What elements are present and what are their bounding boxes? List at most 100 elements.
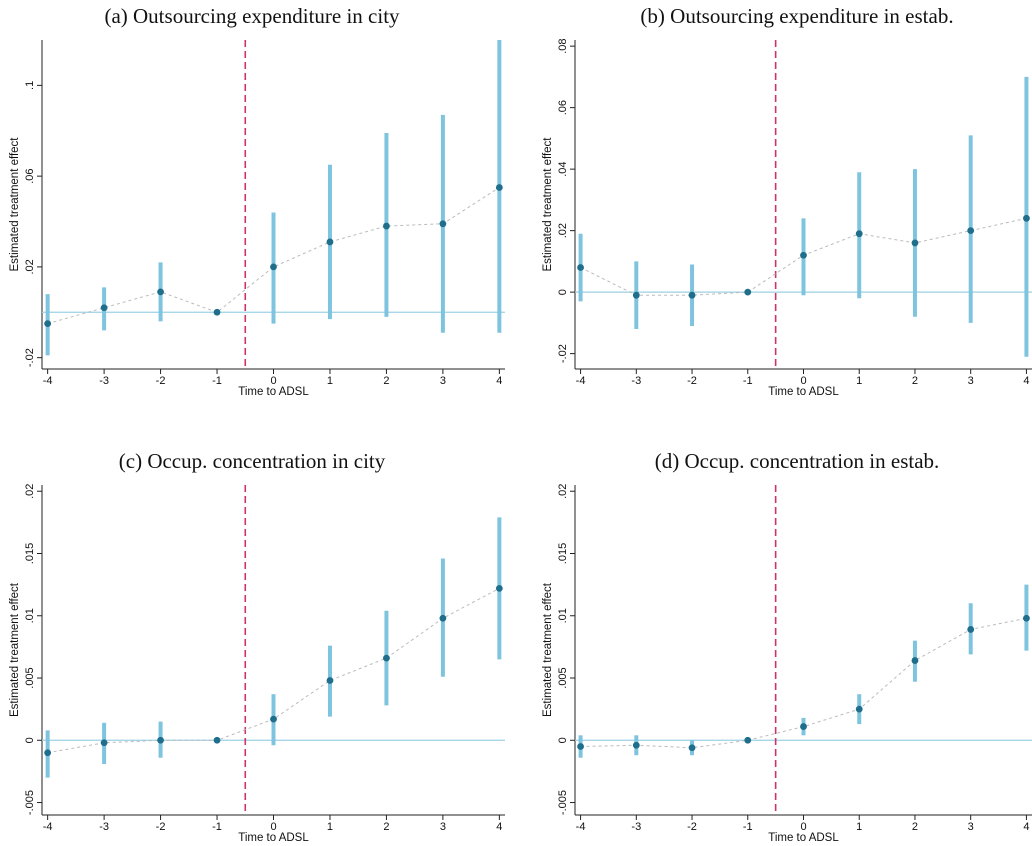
panel-b-y-tick-label: .08 xyxy=(557,39,569,54)
panel-d-point-estimate xyxy=(855,705,863,713)
panel-a-point-estimate xyxy=(100,304,108,312)
panel-b-point-estimate xyxy=(967,227,975,235)
panel-a-connector-line xyxy=(47,187,500,325)
panel-c-x-tick-label: 0 xyxy=(270,821,276,833)
panel-b-x-tick-label: -1 xyxy=(743,375,753,387)
panel-d-x-tick-label: 0 xyxy=(800,821,806,833)
panel-c-plot: -.005 0 .005 .01 .015 .02 -4 -3 -2 -1 0 1 2 3 4 Time to… xyxy=(9,484,505,844)
panel-d-x-axis-title: Time to ADSL xyxy=(768,832,839,844)
panel-b-x-tick-label: 1 xyxy=(856,375,862,387)
panel-a-point-estimate xyxy=(157,288,164,296)
panel-c-point-estimate xyxy=(495,584,503,592)
panel-d-point-estimate xyxy=(1023,614,1030,622)
panel-a-x-axis-title: Time to ADSL xyxy=(238,386,309,398)
panel-d-x-tick-label: 4 xyxy=(1023,821,1029,833)
panel-c-y-tick-label: .005 xyxy=(24,667,36,688)
panel-a-x-tick-label: -1 xyxy=(212,375,222,387)
panel-a-y-tick-label: .1 xyxy=(24,81,36,90)
panel-d-x-tick-label: -2 xyxy=(687,821,697,833)
panel-b-x-axis-title: Time to ADSL xyxy=(768,386,839,398)
panel-c-point-estimate xyxy=(213,736,221,744)
panel-b-x-tick-label: 2 xyxy=(912,375,918,387)
panel-a-point-estimate xyxy=(326,238,334,246)
panel-b-point-estimate xyxy=(744,288,752,296)
panel-a-point-estimate xyxy=(495,184,503,191)
panel-b-y-axis-title: Estimated treatment effect xyxy=(542,137,554,272)
panel-d-x-tick-label: -1 xyxy=(743,821,753,833)
panel-a-y-tick-label: .06 xyxy=(24,168,36,183)
panel-d-x-tick-label: 3 xyxy=(968,821,974,833)
panel-d-y-tick-label: -.005 xyxy=(557,790,569,815)
panel-a-title: (a) Outsourcing expenditure in city xyxy=(104,4,400,28)
panel-c-x-tick-label: -1 xyxy=(212,821,222,833)
panel-b-y-tick-label: -.02 xyxy=(557,344,569,363)
panel-b-point-estimate xyxy=(577,264,584,271)
panel-d-point-estimate xyxy=(744,736,752,744)
panel-c-y-tick-label: 0 xyxy=(24,737,36,743)
panel-c-x-tick-label: 4 xyxy=(496,821,502,833)
panel-b-y-tick-label: .02 xyxy=(557,223,569,238)
panel-d-connector-line xyxy=(580,617,1027,749)
panel-a-x-tick-label: 0 xyxy=(270,375,276,387)
panel-a-x-tick-label: 4 xyxy=(496,375,502,387)
panel-d-y-tick-label: 0 xyxy=(557,737,569,743)
panel-a-x-tick-label: -3 xyxy=(99,375,109,387)
panel-c-point-estimate xyxy=(383,654,390,662)
panel-d-y-tick-label: .015 xyxy=(557,543,569,564)
panel-b-point-estimate xyxy=(632,291,640,299)
panel-d-y-tick-label: .01 xyxy=(557,608,569,623)
panel-b-y-tick-label: .04 xyxy=(557,161,569,176)
panel-d-x-tick-label: 2 xyxy=(912,821,918,833)
panel-a-y-tick-label: .02 xyxy=(24,259,36,274)
panel-a-point-estimate xyxy=(439,220,447,228)
panel-c-point-estimate xyxy=(100,739,108,747)
panel-b-x-tick-label: -4 xyxy=(576,375,586,387)
panel-c-x-tick-label: 2 xyxy=(383,821,389,833)
panel-d-title: (d) Occup. concentration in estab. xyxy=(654,449,940,473)
panel-c-y-tick-label: .01 xyxy=(24,608,36,623)
panel-b-point-estimate xyxy=(688,291,696,299)
panel-b-point-estimate xyxy=(1023,214,1030,222)
panel-a-point-estimate xyxy=(44,320,52,328)
panel-b-point-estimate xyxy=(911,239,919,247)
panel-b-x-tick-label: 0 xyxy=(800,375,806,387)
panel-d-point-estimate xyxy=(967,626,975,633)
panel-b-x-tick-label: -3 xyxy=(631,375,641,387)
panel-c-x-tick-label: -4 xyxy=(43,821,53,833)
panel-d-x-tick-label: -4 xyxy=(576,821,586,833)
panel-a-y-axis-title: Estimated treatment effect xyxy=(9,137,21,272)
panel-a-y-tick-label: -.02 xyxy=(24,348,36,367)
panel-b-y-tick-label: 0 xyxy=(557,289,569,295)
panel-c-x-tick-label: -2 xyxy=(156,821,166,833)
panel-d-y-tick-label: .005 xyxy=(557,667,569,688)
panel-c-point-estimate xyxy=(439,614,447,622)
panel-a-point-estimate xyxy=(270,263,277,271)
panel-d-y-tick-label: .02 xyxy=(557,484,569,499)
panel-c-y-tick-label: -.005 xyxy=(24,790,36,815)
panel-d-point-estimate xyxy=(800,723,807,730)
panel-a-point-estimate xyxy=(213,308,221,316)
panel-d-point-estimate xyxy=(577,743,584,750)
panel-c-x-tick-label: -3 xyxy=(99,821,109,833)
panel-b-x-tick-label: -2 xyxy=(687,375,697,387)
panel-a-point-estimate xyxy=(383,222,390,230)
panel-b-point-estimate xyxy=(855,230,863,238)
panel-c-point-estimate xyxy=(44,749,52,757)
panel-d-x-tick-label: -3 xyxy=(631,821,641,833)
panel-c-point-estimate xyxy=(157,736,164,744)
panel-d-point-estimate xyxy=(911,657,919,664)
panel-a-plot: -.02 .02 .06 .1 -4 -3 -2 -1 0 1 2 3 4 Time to ADSL Est… xyxy=(9,40,505,398)
panel-c-x-tick-label: 1 xyxy=(327,821,333,833)
panel-b-plot: -.02 0 .02 .04 .06 .08 -4 -3 -2 -1 0 1 2 3 4 Time to AD… xyxy=(542,39,1032,398)
panel-a-x-tick-label: -4 xyxy=(43,375,53,387)
panel-c-point-estimate xyxy=(270,715,277,723)
panel-c-x-tick-label: 3 xyxy=(440,821,446,833)
panel-c-y-tick-label: .02 xyxy=(24,484,36,499)
panel-d-plot: -.005 0 .005 .01 .015 .02 -4 -3 -2 -1 0 1 2 3 4 Time to… xyxy=(542,484,1032,844)
panel-b-title: (b) Outsourcing expenditure in estab. xyxy=(640,4,954,28)
panel-b-x-tick-label: 4 xyxy=(1023,375,1029,387)
panel-b-point-estimate xyxy=(800,251,807,259)
panel-d-y-axis-title: Estimated treatment effect xyxy=(542,582,554,717)
panel-a-x-tick-label: 2 xyxy=(383,375,389,387)
